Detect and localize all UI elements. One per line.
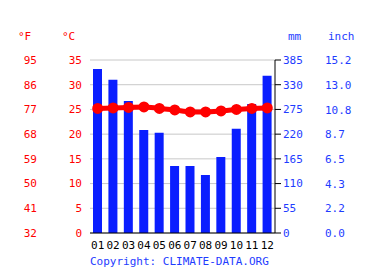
- svg-text:6.5: 6.5: [325, 153, 345, 166]
- html-text:mm: mm: [288, 30, 302, 43]
- svg-text:275: 275: [283, 103, 303, 116]
- svg-text:11: 11: [245, 239, 258, 252]
- html-text:°F: °F: [18, 30, 32, 43]
- svg-text:10: 10: [230, 239, 243, 252]
- svg-text:4.3: 4.3: [325, 178, 345, 191]
- svg-text:8.7: 8.7: [325, 128, 345, 141]
- svg-text:30: 30: [69, 79, 82, 92]
- html-text:inch: inch: [328, 30, 355, 43]
- svg-text:13.0: 13.0: [325, 79, 352, 92]
- svg-text:0: 0: [283, 227, 290, 240]
- html-text:Copyright: CLIMATE-DATA.ORG: Copyright: CLIMATE-DATA.ORG: [90, 255, 269, 268]
- svg-text:15.2: 15.2: [325, 54, 352, 67]
- svg-text:09: 09: [214, 239, 227, 252]
- svg-text:25: 25: [69, 103, 82, 116]
- svg-text:110: 110: [283, 177, 303, 190]
- svg-text:0: 0: [75, 227, 82, 240]
- svg-text:330: 330: [283, 79, 303, 92]
- svg-text:15: 15: [69, 153, 82, 166]
- svg-text:08: 08: [199, 239, 212, 252]
- svg-text:77: 77: [24, 103, 37, 116]
- svg-text:03: 03: [122, 239, 135, 252]
- svg-text:165: 165: [283, 153, 303, 166]
- svg-text:10: 10: [69, 177, 82, 190]
- html-text:°C: °C: [62, 30, 76, 43]
- svg-text:55: 55: [283, 202, 296, 215]
- svg-text:05: 05: [153, 239, 166, 252]
- svg-text:220: 220: [283, 128, 303, 141]
- svg-text:41: 41: [24, 202, 37, 215]
- svg-text:01: 01: [91, 239, 104, 252]
- svg-text:32: 32: [24, 227, 37, 240]
- svg-text:02: 02: [107, 239, 120, 252]
- svg-text:04: 04: [137, 239, 151, 252]
- svg-text:2.2: 2.2: [325, 202, 345, 215]
- svg-text:86: 86: [24, 79, 37, 92]
- svg-text:95: 95: [24, 54, 37, 67]
- svg-text:68: 68: [24, 128, 37, 141]
- svg-text:07: 07: [184, 239, 197, 252]
- svg-text:59: 59: [24, 153, 37, 166]
- svg-text:20: 20: [69, 128, 82, 141]
- svg-text:385: 385: [283, 54, 303, 67]
- svg-text:0.0: 0.0: [325, 227, 345, 240]
- svg-text:06: 06: [168, 239, 181, 252]
- svg-text:50: 50: [24, 177, 37, 190]
- svg-text:5: 5: [75, 202, 82, 215]
- svg-text:35: 35: [69, 54, 82, 67]
- svg-text:12: 12: [261, 239, 274, 252]
- svg-text:10.8: 10.8: [325, 104, 352, 117]
